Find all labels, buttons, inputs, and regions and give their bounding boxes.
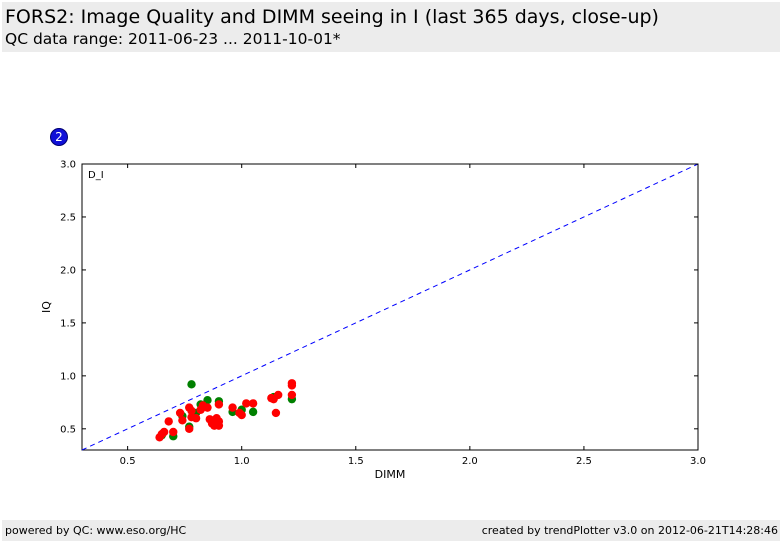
y-axis-title: IQ: [40, 301, 53, 313]
page-title: FORS2: Image Quality and DIMM seeing in …: [5, 6, 659, 28]
data-point: [164, 417, 173, 426]
x-tick-label: 3.0: [690, 456, 706, 467]
data-point: [159, 427, 169, 437]
plot-number-badge: 2: [50, 128, 68, 146]
y-tick-label: 2.0: [60, 265, 76, 276]
data-point: [203, 403, 212, 412]
data-point: [214, 400, 224, 409]
data-point: [214, 421, 224, 430]
x-tick-label: 2.5: [576, 456, 592, 467]
y-tick-label: 0.5: [60, 424, 76, 435]
y-tick-label: 2.5: [60, 212, 76, 223]
data-point: [185, 424, 194, 434]
x-tick-label: 2.0: [462, 456, 478, 467]
header-bar: FORS2: Image Quality and DIMM seeing in …: [2, 2, 780, 52]
data-point: [242, 399, 251, 408]
data-point: [175, 408, 185, 418]
data-range-subtitle: QC data range: 2011-06-23 ... 2011-10-01…: [5, 30, 341, 48]
data-point: [228, 403, 237, 412]
x-axis-title: DIMM: [375, 468, 406, 481]
y-tick-label: 3.0: [60, 160, 76, 171]
data-point: [287, 381, 297, 390]
data-point: [248, 399, 258, 408]
data-point: [178, 416, 187, 425]
data-point: [248, 407, 258, 417]
data-point: [274, 390, 283, 400]
footer-created-by: created by trendPlotter v3.0 on 2012-06-…: [481, 524, 778, 537]
panel-label: D_I: [88, 170, 104, 181]
data-point: [169, 427, 178, 437]
data-point: [191, 414, 201, 423]
x-tick-label: 1.5: [348, 456, 364, 467]
data-point: [187, 380, 196, 389]
footer-powered-by: powered by QC: www.eso.org/HC: [5, 524, 187, 537]
y-tick-label: 1.5: [60, 318, 76, 329]
data-point: [271, 408, 281, 418]
plot-area: [81, 163, 699, 451]
x-tick-label: 0.5: [120, 456, 136, 467]
data-point: [287, 390, 297, 400]
data-point: [237, 410, 246, 420]
y-tick-label: 1.0: [60, 371, 76, 382]
footer-bar: powered by QC: www.eso.org/HC created by…: [2, 520, 780, 541]
x-tick-label: 1.0: [234, 456, 250, 467]
data-point: [187, 406, 196, 416]
